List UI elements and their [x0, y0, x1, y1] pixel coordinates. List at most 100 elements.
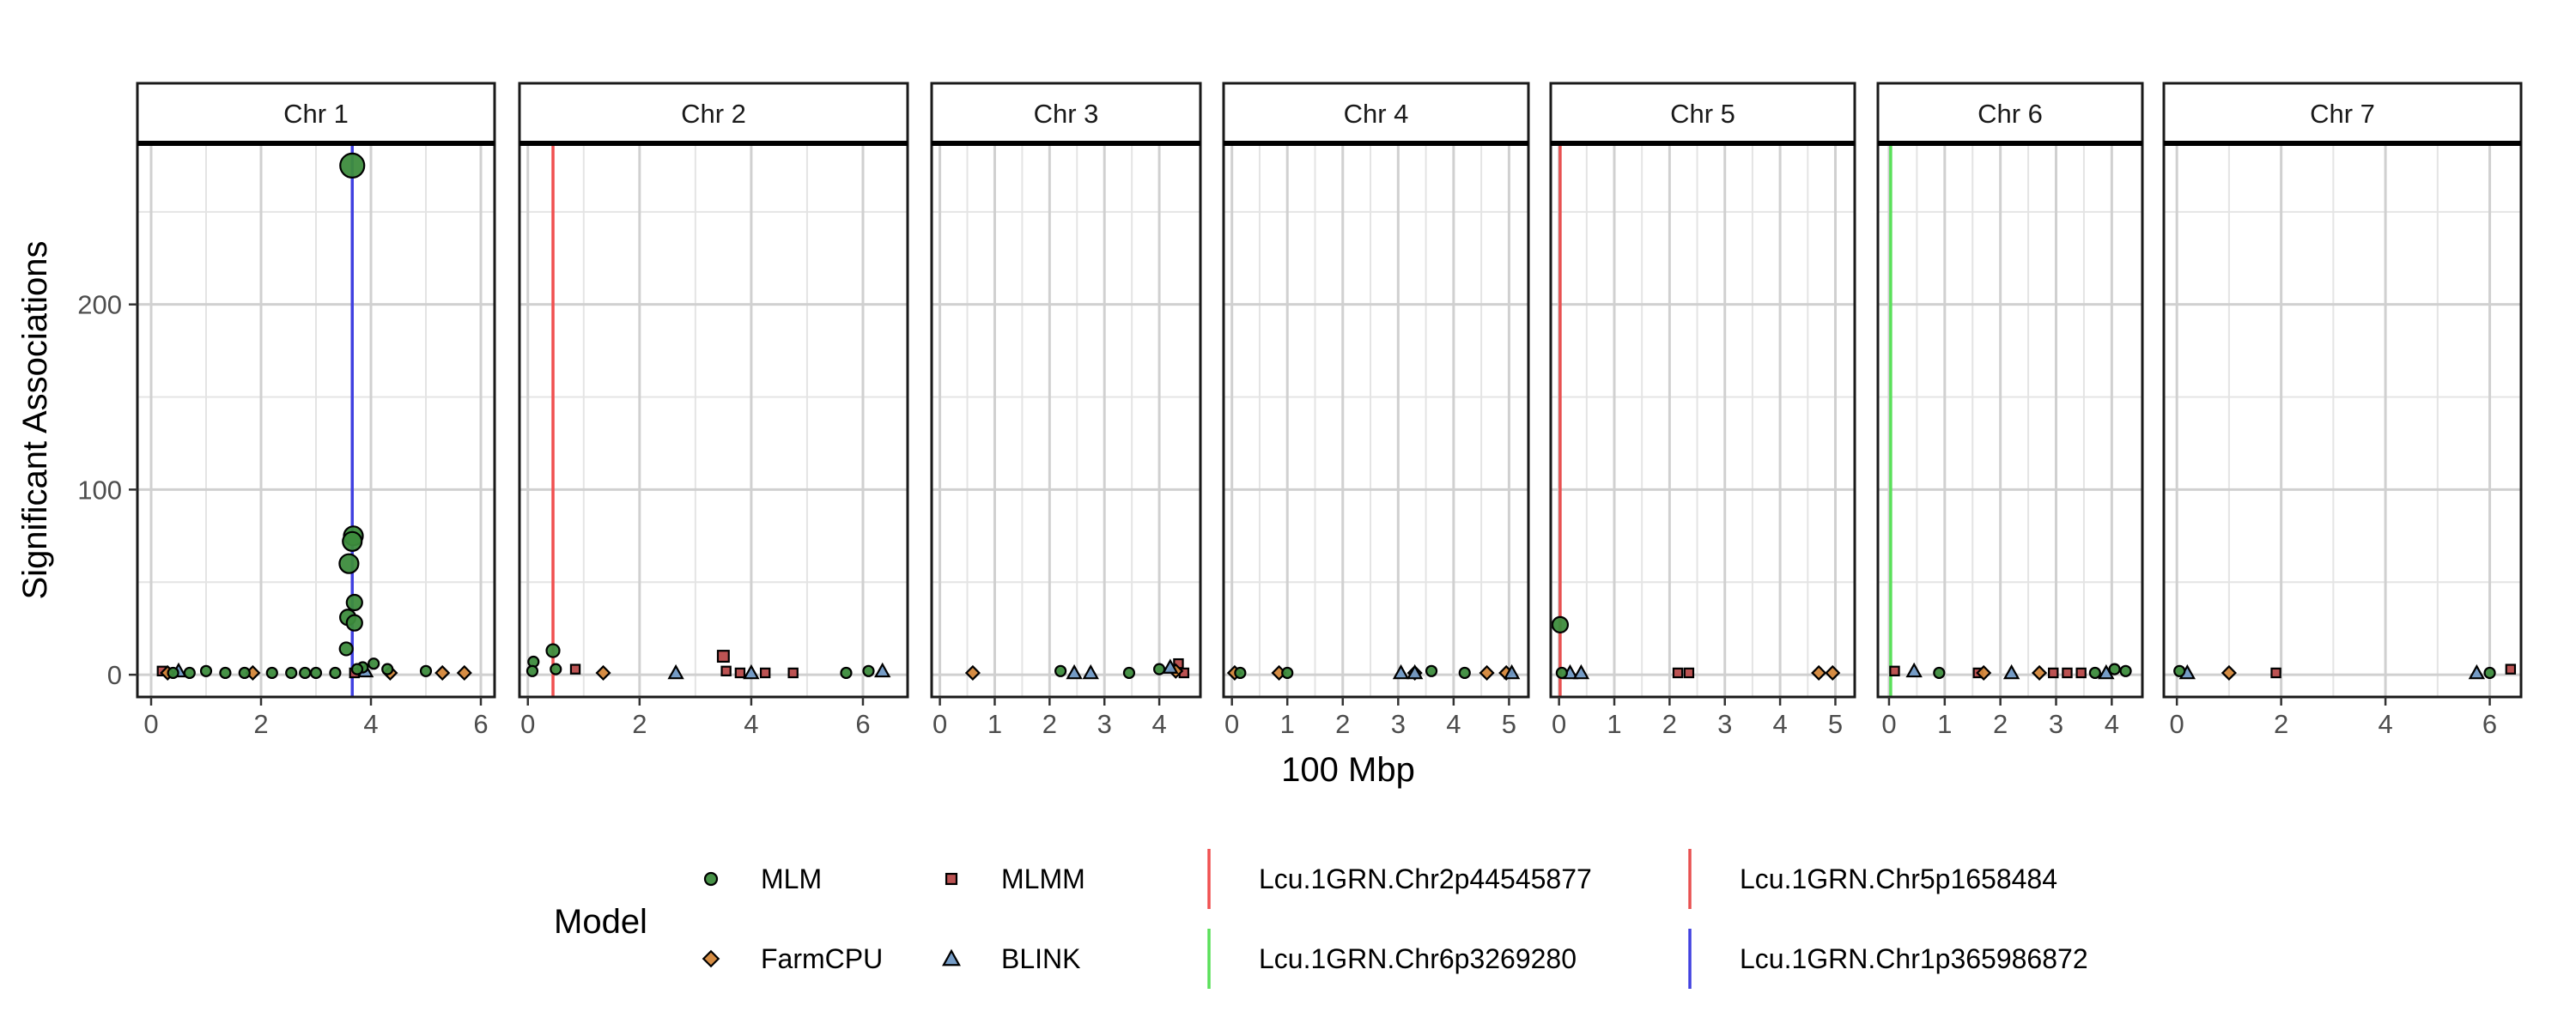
data-point-mlm: [1152, 663, 1166, 676]
legend-label: FarmCPU: [761, 943, 883, 974]
data-point-farmcpu: [1479, 664, 1495, 682]
x-tick-label: 0: [520, 709, 535, 739]
data-point-mlm: [2108, 663, 2121, 676]
data-point-blink: [1066, 663, 1083, 680]
legend-title: Model: [554, 903, 647, 941]
panel-chr-1: Chr 1 0 2 4 6: [136, 82, 496, 739]
x-tick-label: 2: [1993, 709, 2008, 739]
data-point-mlmm: [2505, 663, 2517, 675]
data-point-mlm: [368, 657, 380, 670]
data-point-mlm: [381, 663, 394, 676]
data-point-mlm: [338, 553, 360, 574]
x-tick-label: 4: [2378, 709, 2392, 739]
data-point-blink: [2002, 663, 2020, 680]
legend-item-mlmm: MLMM: [945, 863, 1085, 894]
data-point-blink: [743, 663, 760, 680]
data-point-mlm: [345, 614, 363, 632]
facet-strip: [930, 82, 1202, 145]
x-tick-label: 2: [1042, 709, 1057, 739]
legend-label: BLINK: [1001, 943, 1080, 974]
x-tick-label: 5: [1502, 709, 1516, 739]
panel-chr-3: Chr 3 0 1 2 3 4: [930, 82, 1202, 739]
data-point-mlm: [183, 666, 196, 680]
data-point-mlm: [550, 663, 562, 676]
x-tick-label: 0: [1552, 709, 1566, 739]
legend-item-mlm: MLM: [703, 863, 822, 894]
data-point-mlmm: [720, 665, 732, 676]
legend-label: Lcu.1GRN.Chr1p365986872: [1740, 943, 2088, 974]
x-tick-label: 3: [1391, 709, 1406, 739]
x-tick-label: 1: [987, 709, 1002, 739]
data-point-blink: [1392, 663, 1410, 680]
legend: Model MLM MLMM FarmCPU BLINK Lcu.1GRN.Chr2p4…: [554, 849, 2088, 989]
data-point-mlm: [339, 152, 366, 179]
data-point-mlm: [1234, 666, 1247, 680]
data-point-mlm: [1933, 666, 1946, 680]
legend-key-farmcpu: [702, 949, 720, 968]
data-point-mlm: [285, 666, 298, 680]
x-tick-label: 0: [143, 709, 158, 739]
facet-strip-label: Chr 6: [1978, 99, 2043, 129]
data-point-mlm: [309, 666, 323, 680]
x-tick-label: 2: [1335, 709, 1350, 739]
data-point-mlmm: [2048, 667, 2059, 679]
legend-item-marker: Lcu.1GRN.Chr2p44545877: [1207, 849, 1592, 909]
data-point-blink: [1162, 658, 1179, 674]
y-axis: 0 100 200: [77, 290, 137, 690]
x-tick-label: 2: [253, 709, 268, 739]
x-tick-label: 1: [1280, 709, 1295, 739]
data-point-farmcpu: [2031, 664, 2048, 682]
legend-item-marker: Lcu.1GRN.Chr1p365986872: [1688, 929, 2088, 989]
x-axis-title: 100 Mbp: [1281, 751, 1415, 789]
data-point-mlm: [299, 666, 312, 680]
x-tick-label: 4: [1151, 709, 1166, 739]
legend-key-mlmm: [945, 872, 958, 886]
x-tick-label: 3: [2049, 709, 2063, 739]
data-point-mlm: [1555, 666, 1568, 680]
data-point-blink: [874, 662, 891, 678]
x-tick-label: 4: [363, 709, 378, 739]
x-tick-label: 6: [855, 709, 870, 739]
x-tick-label: 4: [744, 709, 758, 739]
facet-strip-label: Chr 7: [2310, 99, 2375, 129]
facet-strip-label: Chr 2: [681, 99, 746, 129]
data-point-mlm: [2088, 666, 2101, 680]
y-tick-label: 100: [77, 475, 122, 505]
y-tick-label: 200: [77, 290, 122, 320]
x-tick-label: 0: [1224, 709, 1239, 739]
data-point-farmcpu: [964, 664, 981, 682]
facet-strip-label: Chr 5: [1670, 99, 1735, 129]
x-tick-label: 3: [1717, 709, 1732, 739]
data-point-mlm: [338, 641, 354, 657]
legend-label: MLMM: [1001, 863, 1085, 894]
data-point-blink: [1082, 663, 1099, 680]
data-point-mlm: [167, 666, 179, 680]
data-point-mlmm: [734, 667, 746, 679]
panel-background: [1878, 143, 2142, 697]
data-point-farmcpu: [595, 664, 611, 682]
data-point-mlm: [840, 666, 853, 680]
x-tick-label: 1: [1937, 709, 1952, 739]
data-point-mlm: [329, 666, 342, 680]
legend-key-mlm: [703, 871, 719, 887]
data-point-farmcpu: [1976, 664, 1992, 682]
data-point-farmcpu: [456, 664, 472, 682]
x-tick-label: 3: [1097, 709, 1112, 739]
legend-item-blink: BLINK: [942, 943, 1080, 974]
legend-item-farmcpu: FarmCPU: [702, 943, 883, 974]
panel-background: [1551, 143, 1855, 697]
data-point-mlmm: [759, 667, 771, 679]
panel-background: [932, 143, 1200, 697]
data-point-farmcpu: [2221, 664, 2237, 682]
data-point-mlm: [419, 664, 433, 677]
data-point-mlm: [199, 664, 213, 677]
y-tick-label: 0: [107, 660, 122, 690]
data-point-blink: [1406, 663, 1424, 680]
x-tick-label: 2: [2274, 709, 2288, 739]
panel-chr-6: Chr 6 0 1 2 3 4: [1876, 82, 2144, 739]
facet-strip: [2162, 82, 2523, 145]
data-point-mlm: [862, 664, 875, 677]
x-tick-label: 4: [1446, 709, 1461, 739]
data-point-mlm: [545, 643, 561, 658]
